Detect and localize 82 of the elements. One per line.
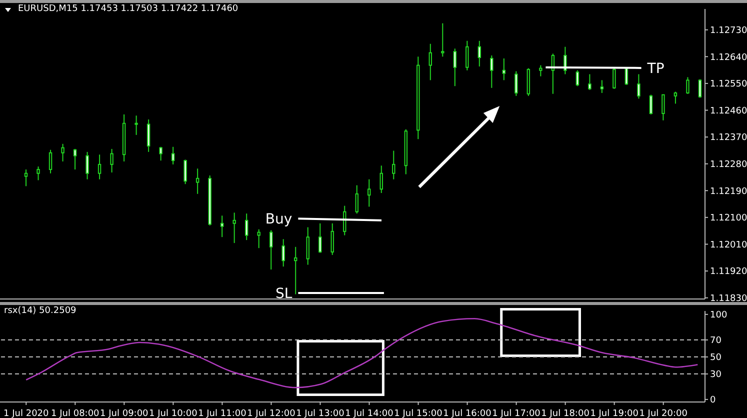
candlestick — [232, 212, 236, 244]
y-tick-label: 1.12010 — [710, 240, 747, 250]
candlestick — [86, 151, 89, 180]
candlestick — [502, 58, 506, 81]
x-tick-label: 1 Jul 19:00 — [590, 409, 639, 418]
x-tick-label: 1 Jul 2020 — [4, 409, 50, 418]
x-tick-label: 1 Jul 14:00 — [345, 409, 394, 418]
candlestick — [257, 228, 260, 249]
y-tick-label: 1.12550 — [710, 80, 747, 90]
candlestick — [294, 246, 298, 295]
candlestick — [244, 213, 248, 241]
candlestick — [98, 154, 102, 180]
candlestick — [453, 48, 457, 87]
y-tick-label: 1.12370 — [710, 133, 747, 144]
candlestick — [588, 74, 592, 90]
candlestick — [539, 64, 542, 77]
x-tick-label: 1 Jul 12:00 — [247, 409, 296, 418]
candlestick — [686, 76, 690, 94]
candlestick — [146, 118, 150, 152]
candlestick — [171, 146, 175, 165]
candlestick — [368, 178, 371, 208]
annotation: Buy — [265, 212, 292, 228]
x-tick-label: 1 Jul 18:00 — [541, 409, 590, 418]
y-tick-label: 1.12730 — [710, 26, 747, 36]
y-tick-label: 1.11830 — [710, 294, 747, 304]
y-tick-label: 0 — [710, 396, 716, 406]
x-tick-label: 1 Jul 08:00 — [51, 409, 100, 418]
x-tick-label: 1 Jul 16:00 — [443, 409, 492, 418]
candlestick — [306, 226, 310, 266]
candlestick — [36, 166, 40, 181]
x-tick-label: 1 Jul 17:00 — [492, 409, 541, 418]
x-tick-label: 1 Jul 09:00 — [100, 409, 149, 418]
candlestick — [269, 230, 273, 270]
candlestick — [318, 222, 322, 254]
y-tick-label: 1.12190 — [710, 186, 747, 197]
x-tick-label: 1 Jul 20:00 — [639, 409, 688, 418]
candlestick — [600, 80, 604, 94]
candlestick — [134, 115, 138, 136]
candlestick — [330, 222, 334, 256]
candlestick — [61, 143, 64, 162]
candlestick — [184, 159, 187, 185]
x-tick-label: 1 Jul 15:00 — [394, 409, 443, 418]
candlestick — [48, 149, 52, 174]
candlestick — [220, 215, 224, 238]
y-tick-label: 1.12640 — [710, 52, 747, 63]
x-tick-label: 1 Jul 10:00 — [149, 409, 198, 418]
x-tick-label: 1 Jul 13:00 — [296, 409, 345, 418]
candlestick — [24, 168, 28, 187]
candlestick — [73, 148, 77, 170]
y-tick-label: 1.12280 — [710, 160, 747, 170]
candlestick — [612, 68, 616, 90]
candlestick — [110, 148, 114, 173]
candlestick — [441, 22, 444, 58]
y-tick-label: 100 — [710, 310, 728, 321]
candlestick — [514, 70, 518, 96]
chart-title: EURUSD,M15 1.17453 1.17503 1.17422 1.17460 — [18, 4, 238, 14]
candlestick — [428, 43, 432, 81]
candlestick — [637, 74, 640, 100]
y-tick-label: 70 — [710, 336, 722, 346]
annotation: TP — [646, 60, 664, 77]
y-tick-label: 1.11920 — [710, 267, 747, 278]
chart-title: rsx(14) 50.2509 — [4, 306, 76, 316]
candlestick — [282, 238, 285, 268]
x-tick-label: 1 Jul 11:00 — [198, 409, 247, 418]
y-tick-label: 50 — [710, 353, 722, 364]
candlestick — [392, 150, 396, 180]
y-tick-label: 30 — [710, 370, 722, 380]
candlestick — [466, 40, 469, 71]
candlestick — [662, 94, 665, 121]
candlestick — [674, 91, 678, 104]
candlestick — [355, 184, 358, 214]
candlestick — [490, 54, 494, 88]
y-tick-label: 1.12460 — [710, 106, 747, 116]
line-series — [25, 318, 698, 388]
candlestick — [380, 165, 383, 194]
candlestick — [478, 40, 482, 67]
candlestick — [159, 146, 162, 162]
annotation: SL — [275, 286, 292, 302]
candlestick — [576, 70, 580, 87]
candlestick — [649, 94, 653, 115]
candlestick — [196, 168, 200, 194]
y-tick-label: 1.12100 — [710, 214, 747, 224]
